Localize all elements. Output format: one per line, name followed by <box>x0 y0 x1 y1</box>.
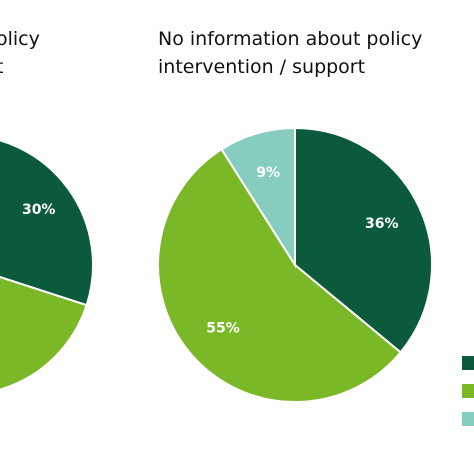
data-label: 55% <box>206 320 240 336</box>
pie-slice <box>0 275 88 391</box>
pie-slice <box>157 147 402 403</box>
chart-title: No information about policy <box>158 28 422 50</box>
data-label: 36% <box>365 216 399 232</box>
pie-slice <box>294 126 433 354</box>
chart-title: t <box>0 56 3 78</box>
chart-title: olicy <box>0 28 40 50</box>
legend-swatch <box>462 384 474 398</box>
legend-swatch <box>462 412 474 426</box>
chart-title: intervention / support <box>158 56 365 78</box>
data-label: 9% <box>256 165 280 181</box>
pie-slice <box>0 139 94 307</box>
pie-slice <box>220 126 296 269</box>
legend-swatch <box>462 356 474 370</box>
data-label: 30% <box>22 202 56 218</box>
